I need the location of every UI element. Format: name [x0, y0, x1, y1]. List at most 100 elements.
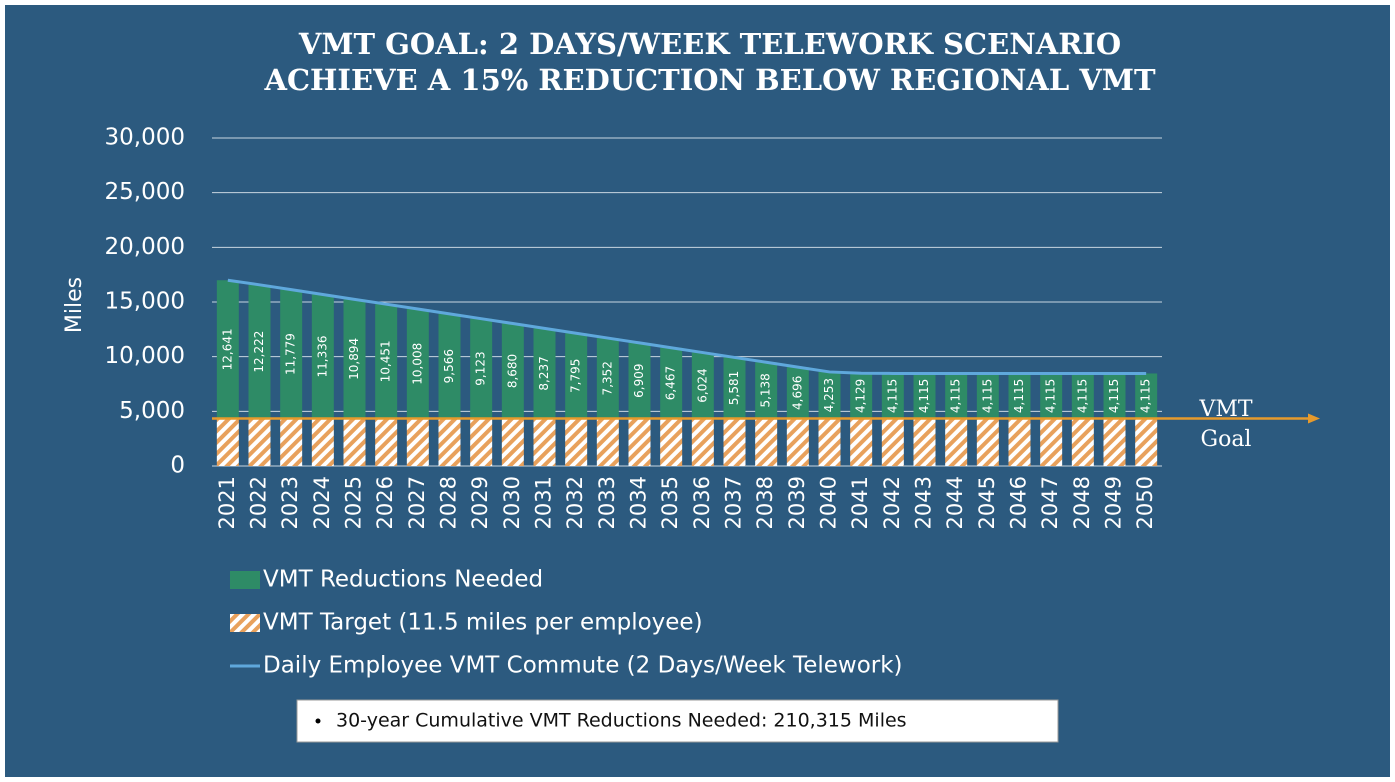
x-tick-label: 2032 — [563, 476, 587, 529]
line — [227, 278, 1147, 375]
bar — [280, 418, 303, 466]
x-tick-label: 2022 — [247, 476, 271, 529]
data-label: 4,115 — [980, 379, 994, 413]
x-tick-label: 2031 — [532, 476, 556, 529]
bar — [850, 418, 873, 466]
bar — [818, 371, 841, 419]
x-tick-label: 2050 — [1133, 476, 1157, 529]
bar — [1135, 418, 1158, 466]
chart-title: ACHIEVE A 15% REDUCTION BELOW REGIONAL V… — [263, 63, 1156, 97]
bar — [533, 418, 556, 466]
bar — [945, 418, 968, 466]
x-tick-label: 2026 — [373, 476, 397, 529]
data-label: 8,680 — [505, 354, 519, 388]
bar — [280, 289, 303, 419]
x-tick-label: 2030 — [500, 476, 524, 529]
bar — [723, 357, 746, 419]
bar — [660, 347, 683, 419]
x-tick-label: 2033 — [595, 476, 619, 529]
legend-label: VMT Target (11.5 miles per employee) — [263, 610, 703, 636]
x-tick-label: 2023 — [278, 476, 302, 529]
bar — [375, 418, 398, 466]
bar — [216, 280, 239, 419]
bar — [406, 418, 429, 466]
data-label: 8,237 — [537, 356, 551, 390]
x-tick-label: 2042 — [880, 476, 904, 529]
bar — [1040, 373, 1063, 419]
data-label: 9,566 — [442, 349, 456, 383]
bar — [850, 373, 873, 419]
bar — [881, 373, 904, 419]
bar — [216, 418, 239, 466]
bar — [945, 373, 968, 419]
data-label: 10,008 — [410, 343, 424, 385]
bar — [311, 418, 334, 466]
note: 30-year Cumulative VMT Reductions Needed… — [336, 710, 907, 732]
x-tick-label: 2048 — [1070, 476, 1094, 529]
goal-label: VMT — [1198, 397, 1252, 422]
x-tick-label: 2049 — [1102, 476, 1126, 529]
bar — [375, 304, 398, 419]
y-tick-label: 10,000 — [105, 343, 185, 369]
data-label: 4,115 — [1012, 379, 1026, 413]
bar — [691, 418, 714, 466]
bar — [976, 373, 999, 419]
bar — [406, 309, 429, 419]
x-tick-label: 2035 — [658, 476, 682, 529]
data-label: 4,115 — [1139, 379, 1153, 413]
goal-label: Goal — [1201, 427, 1252, 452]
y-tick-label: 15,000 — [105, 289, 185, 315]
x-tick-label: 2043 — [912, 476, 936, 529]
data-label: 4,129 — [854, 379, 868, 413]
bar — [818, 418, 841, 466]
x-tick-label: 2034 — [627, 476, 651, 529]
bar — [470, 418, 493, 466]
bar — [343, 299, 366, 419]
x-tick-label: 2027 — [405, 476, 429, 529]
bar — [248, 418, 271, 466]
legend-swatch — [230, 571, 260, 589]
bar — [628, 342, 651, 419]
data-label: 4,115 — [1107, 379, 1121, 413]
x-tick-label: 2040 — [817, 476, 841, 529]
data-label: 10,451 — [379, 340, 393, 382]
bar — [1071, 373, 1094, 419]
bar — [755, 362, 778, 419]
bar — [501, 323, 524, 419]
x-tick-label: 2041 — [848, 476, 872, 529]
bar — [565, 333, 588, 419]
bar — [628, 418, 651, 466]
bar — [438, 418, 461, 466]
bar — [1071, 418, 1094, 466]
legend-label: VMT Reductions Needed — [263, 567, 543, 593]
x-tick-label: 2044 — [943, 476, 967, 529]
data-label: 5,138 — [759, 373, 773, 407]
y-tick-label: 25,000 — [105, 179, 185, 205]
bar — [470, 318, 493, 419]
x-tick-label: 2039 — [785, 476, 809, 529]
bar — [786, 367, 809, 419]
data-label: 6,909 — [632, 363, 646, 397]
legend-label: Daily Employee VMT Commute (2 Days/Week … — [263, 653, 903, 679]
chart-title: VMT GOAL: 2 DAYS/WEEK TELEWORK SCENARIO — [298, 27, 1121, 61]
bar — [311, 294, 334, 419]
data-label: 4,115 — [1075, 379, 1089, 413]
bar — [533, 328, 556, 419]
y-tick-label: 5,000 — [119, 398, 185, 424]
bar — [248, 284, 271, 419]
bar — [976, 418, 999, 466]
bar — [343, 418, 366, 466]
bar — [1103, 418, 1126, 466]
data-label: 4,696 — [790, 376, 804, 410]
bar — [723, 418, 746, 466]
y-tick-label: 30,000 — [105, 125, 185, 151]
data-label: 11,779 — [284, 333, 298, 375]
bar — [660, 418, 683, 466]
bar — [1008, 418, 1031, 466]
data-label: 10,894 — [347, 338, 361, 380]
bar — [913, 418, 936, 466]
bar — [596, 418, 619, 466]
bullet — [315, 718, 321, 724]
y-axis-label: Miles — [62, 277, 87, 333]
